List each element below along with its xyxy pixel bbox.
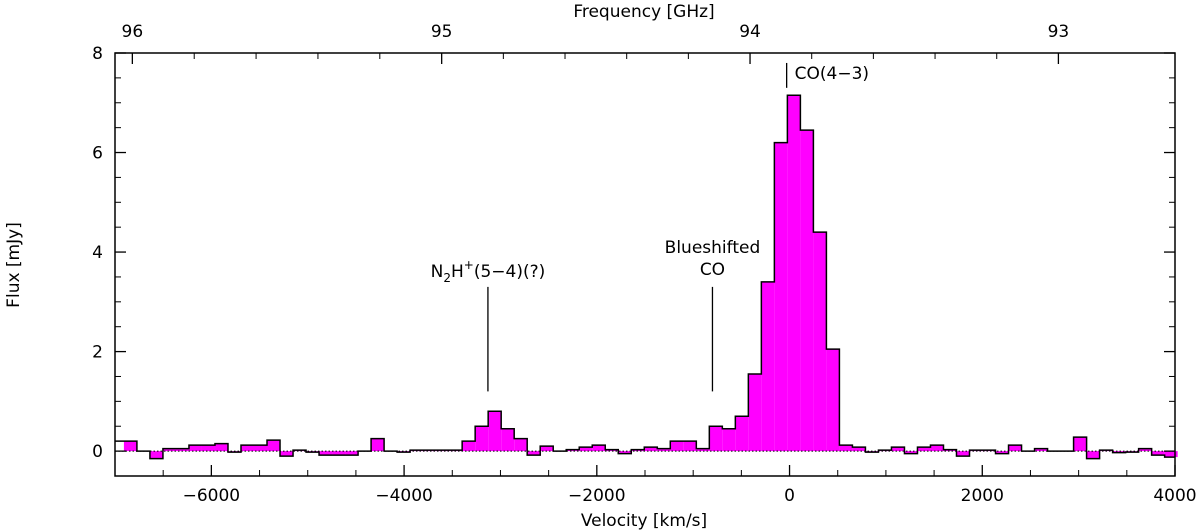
x-tick-label: 0 <box>784 486 795 506</box>
spectrum-bin <box>240 445 255 452</box>
spectrum-bin <box>956 451 970 457</box>
spectrum-bin <box>852 447 866 452</box>
spectrum-bin <box>345 451 359 456</box>
top-tick-label: 95 <box>431 22 453 42</box>
spectrum-bin <box>462 441 476 452</box>
y-tick-label: 2 <box>92 343 103 363</box>
x-tick-label: 2000 <box>961 486 1004 506</box>
spectrum-bin <box>579 447 593 452</box>
spectrum-bin <box>839 445 853 452</box>
spectrum-bin <box>683 441 697 452</box>
spectrum-bin <box>774 142 788 452</box>
spectrum-bin <box>787 95 801 452</box>
spectrum-bin <box>475 426 489 452</box>
spectrum-bin <box>1034 448 1048 452</box>
spectrum-bin <box>254 445 268 452</box>
spectrum-bin <box>644 447 658 452</box>
top-tick-label: 94 <box>739 22 761 42</box>
annotation-label-co: CO <box>700 260 725 280</box>
spectrum-bin <box>514 438 528 452</box>
spectrum-bin <box>1151 451 1165 456</box>
spectrum-bin <box>332 451 346 456</box>
plot-layer <box>115 94 1178 460</box>
spectrum-bin <box>618 451 632 454</box>
top-tick-label: 96 <box>122 22 144 42</box>
y-tick-label: 4 <box>92 243 103 263</box>
spectrum-bin <box>592 445 606 452</box>
spectrum-bin <box>540 446 554 452</box>
spectrum-bin <box>696 448 710 452</box>
spectrum-bin <box>1073 437 1087 452</box>
spectrum-bin <box>371 438 385 452</box>
spectrum-bin <box>149 451 163 459</box>
spectrum-bin <box>267 440 281 452</box>
spectrum-bin <box>488 411 502 452</box>
spectrum-bin <box>1008 445 1022 452</box>
x-tick-label: −4000 <box>375 486 433 506</box>
y-tick-label: 0 <box>92 442 103 462</box>
spectrum-bin <box>201 445 215 452</box>
spectrum-bin <box>826 349 840 452</box>
spectrum-bin <box>891 447 905 452</box>
x-tick-label: −2000 <box>568 486 626 506</box>
spectrum-bin <box>214 443 228 452</box>
spectrum-bin <box>995 451 1009 454</box>
spectrum-bin <box>123 441 137 452</box>
y-axis-label: Flux [mJy] <box>4 222 24 308</box>
spectrum-bin <box>162 448 176 452</box>
spectrum-bin <box>904 451 918 454</box>
spectrum-bin <box>761 281 775 452</box>
spectrum-bin <box>735 416 749 452</box>
spectrum-bin <box>722 428 736 452</box>
x-axis-label: Velocity [km/s] <box>581 511 707 531</box>
spectrum-bin <box>280 451 294 457</box>
spectrum-bin <box>657 448 671 452</box>
annotation-label-blueshifted: Blueshifted <box>665 238 761 258</box>
spectrum-line <box>115 94 1175 460</box>
spectrum-bin <box>1164 451 1178 458</box>
y-tick-label: 6 <box>92 144 103 164</box>
spectrum-bin <box>800 130 814 452</box>
plot-frame <box>114 52 1176 477</box>
y-tick-label: 8 <box>92 44 103 64</box>
spectrum-bin <box>319 451 333 456</box>
x-tick-label: 4000 <box>1153 486 1196 506</box>
x-tick-label: −6000 <box>183 486 241 506</box>
spectrum-bin <box>709 426 723 452</box>
spectrum-bin <box>1086 451 1100 459</box>
spectrum-bin <box>917 447 931 452</box>
annotation-label-n2h: N2H+(5−4)(?) <box>431 258 546 285</box>
top-axis-label: Frequency [GHz] <box>573 2 714 22</box>
spectrum-bin <box>1138 448 1152 452</box>
spectrum-bin <box>501 428 515 452</box>
spectrum-bin <box>175 448 189 452</box>
spectrum-bin <box>670 441 684 452</box>
spectrum-bin <box>748 373 762 452</box>
spectrum-bin <box>813 232 827 452</box>
spectrum-bin <box>527 451 541 456</box>
spectrum-bin <box>188 445 202 452</box>
annotation-label-co43: CO(4−3) <box>795 64 869 84</box>
ticks-layer: −6000 −4000 −2000 0 2000 4000 0 2 4 6 8 96 95 94 93 <box>92 22 1196 506</box>
spectrum-bin <box>930 445 944 452</box>
top-tick-label: 93 <box>1048 22 1070 42</box>
